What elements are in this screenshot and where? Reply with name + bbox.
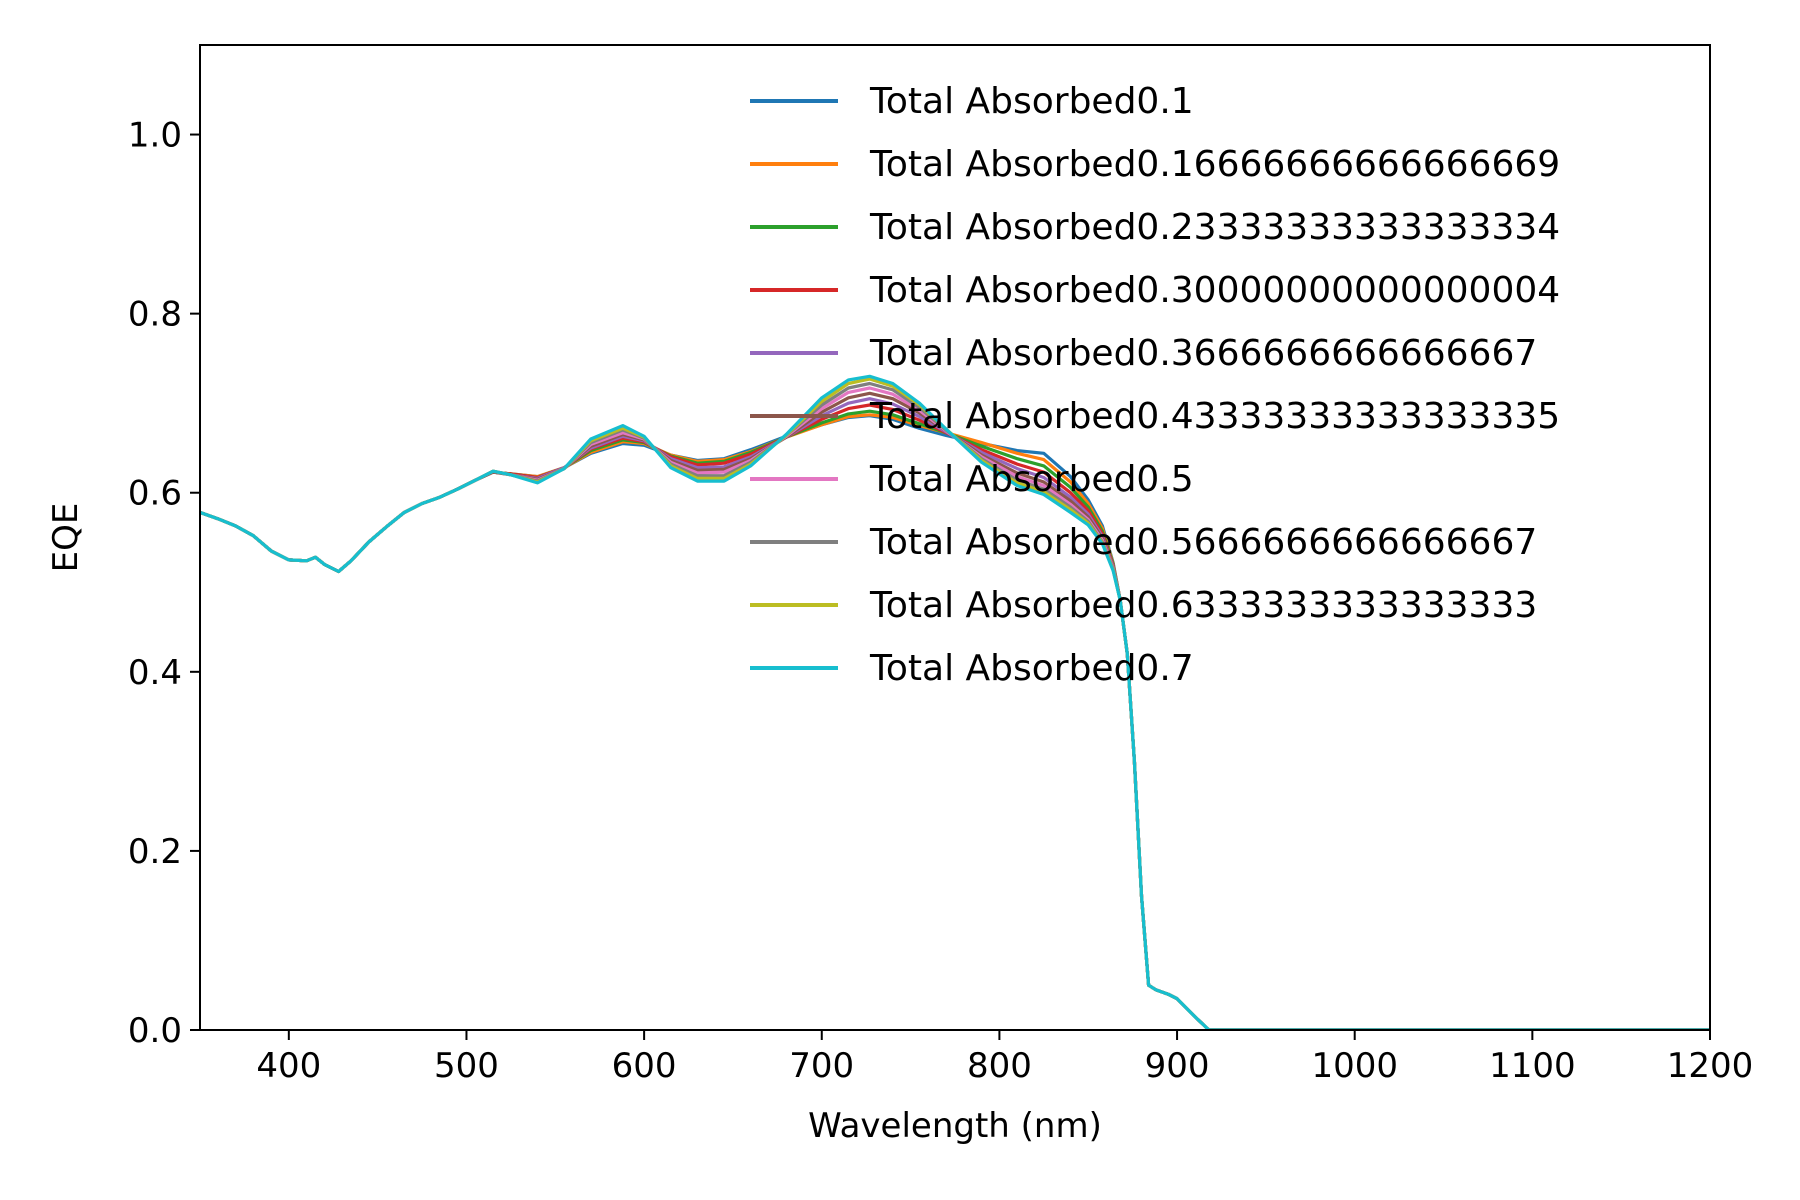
- x-tick-label: 600: [612, 1046, 677, 1086]
- y-axis-label: EQE: [46, 503, 86, 573]
- y-tick-label: 1.0: [128, 116, 182, 156]
- tick-layer: 400 500 600 700 800 900 1000 1100 1200 0.0 0.2 0.4 0…: [128, 116, 1753, 1086]
- plot-frame: [199, 44, 1711, 1031]
- legend-label: Total Absorbed0.7: [869, 648, 1194, 689]
- y-tick-label: 0.8: [128, 295, 182, 335]
- y-tick-label: 0.6: [128, 474, 182, 514]
- y-tick-label: 0.4: [128, 653, 182, 693]
- legend-label: Total Absorbed0.5: [869, 459, 1194, 500]
- x-tick-label: 1100: [1489, 1046, 1576, 1086]
- legend-label: Total Absorbed0.3666666666666667: [869, 333, 1537, 374]
- legend-label: Total Absorbed0.30000000000000004: [869, 270, 1560, 311]
- legend-label: Total Absorbed0.16666666666666669: [869, 144, 1560, 185]
- x-tick-label: 400: [256, 1046, 321, 1086]
- series-layer: [200, 374, 1710, 1030]
- x-axis-label: Wavelength (nm): [808, 1106, 1102, 1146]
- x-tick-label: 900: [1145, 1046, 1210, 1086]
- legend-label: Total Absorbed0.23333333333333334: [869, 207, 1560, 248]
- legend-label: Total Absorbed0.5666666666666667: [869, 522, 1537, 563]
- y-tick-label: 0.0: [128, 1011, 182, 1051]
- legend-label: Total Absorbed0.6333333333333333: [869, 585, 1537, 626]
- x-tick-label: 1000: [1311, 1046, 1398, 1086]
- legend-label: Total Absorbed0.1: [869, 81, 1194, 122]
- x-tick-label: 1200: [1667, 1046, 1754, 1086]
- series-line-10: [200, 374, 1710, 1030]
- y-tick-label: 0.2: [128, 832, 182, 872]
- x-tick-label: 700: [789, 1046, 854, 1086]
- legend: Total Absorbed0.1 Total Absorbed0.1666666…: [750, 81, 1560, 689]
- legend-label: Total Absorbed0.43333333333333335: [869, 396, 1560, 437]
- x-tick-label: 500: [434, 1046, 499, 1086]
- x-tick-label: 800: [967, 1046, 1032, 1086]
